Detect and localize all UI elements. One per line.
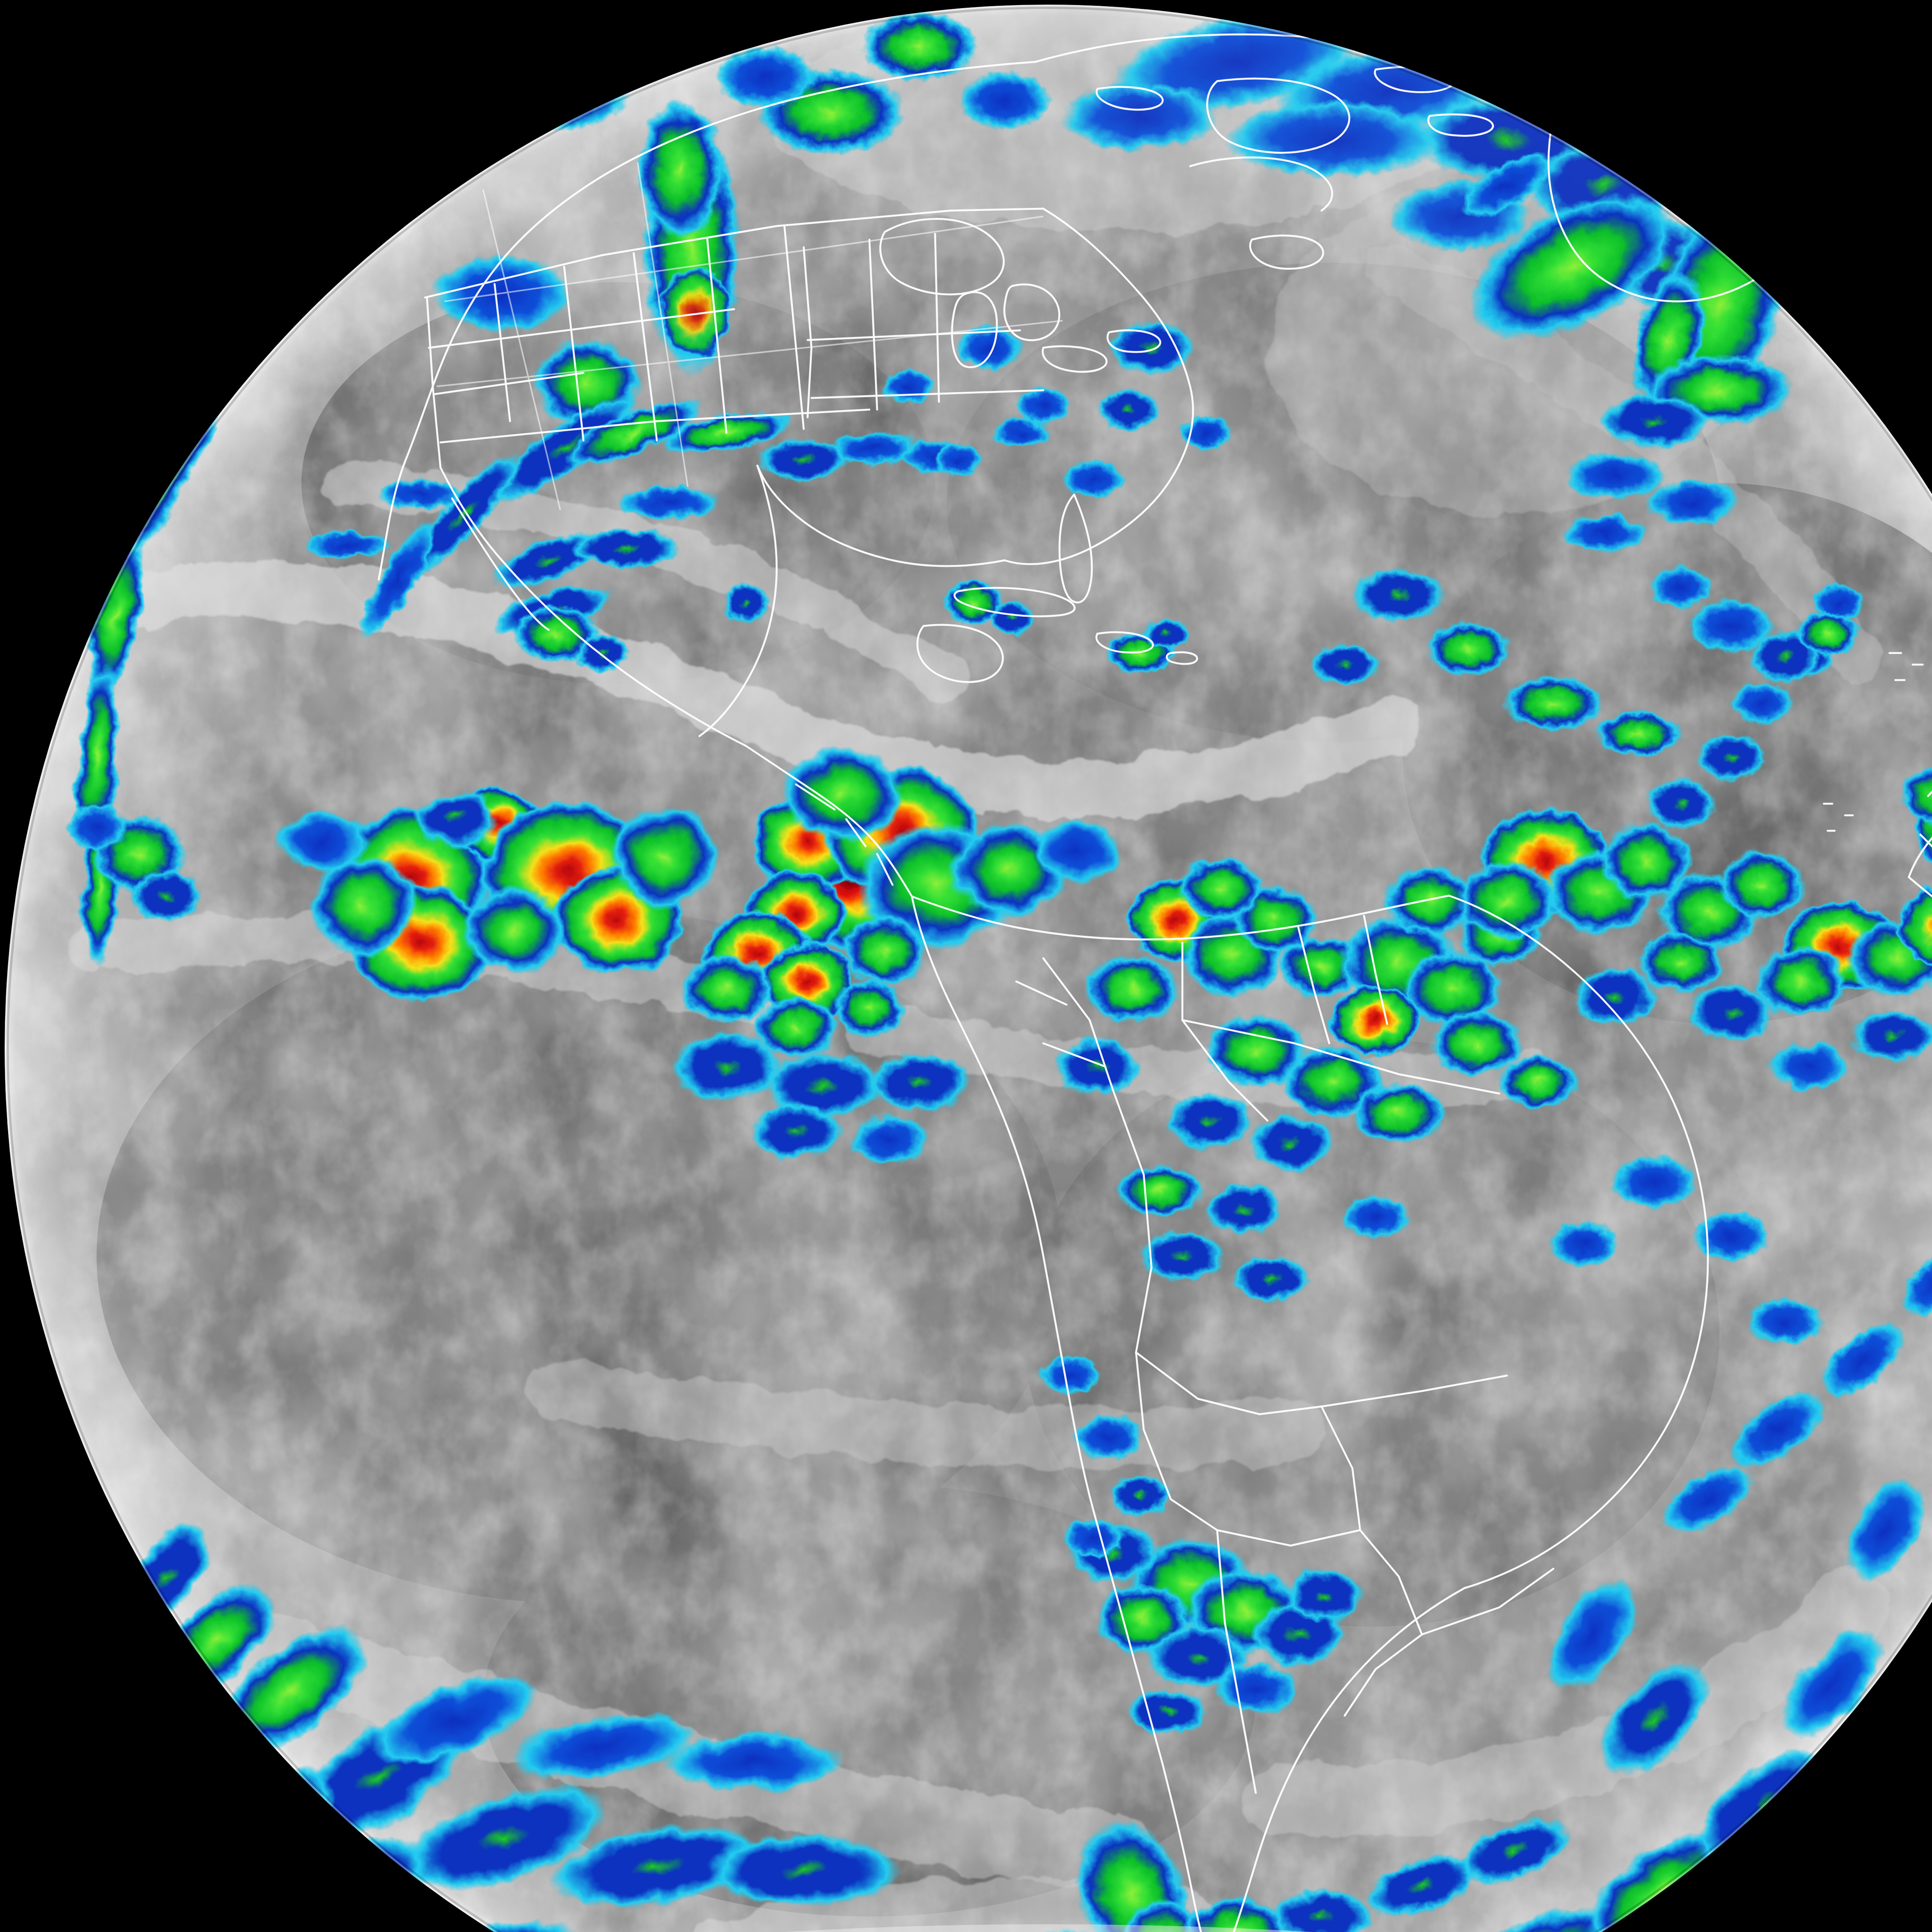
satellite-image-canvas: Full Disk Enhanced Infrared (Longwave IR… [0,0,1932,1932]
earth-disk [0,0,1932,1932]
full-disk-render [0,0,1932,1932]
